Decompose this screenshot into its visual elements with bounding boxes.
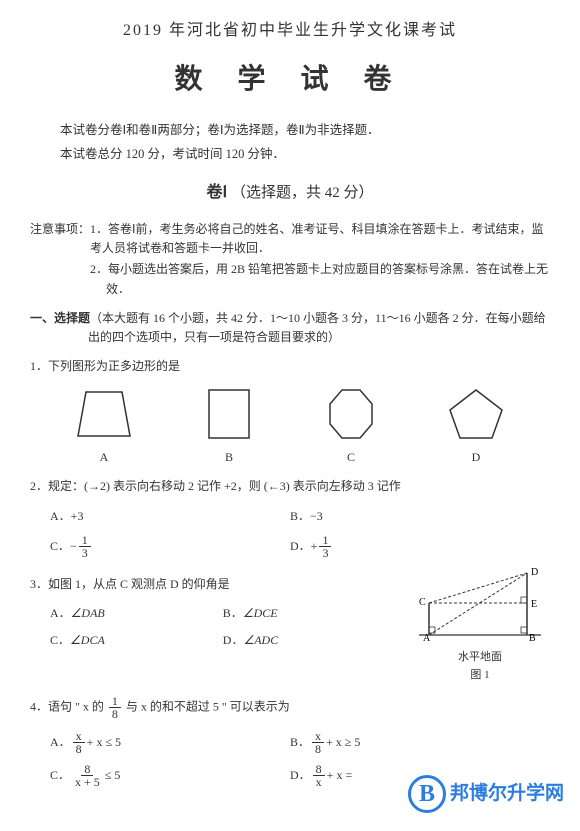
q1-shapes: A B C D [30,386,550,467]
q4-a-den: 8 [73,743,85,755]
shape-octagon: C [322,386,380,467]
q3-left: 3．如图 1，从点 C 观测点 D 的仰角是 A．∠DAB B．∠DCE C．∠… [30,565,410,685]
ground-label: 水平地面 [410,649,550,667]
q4-opt-c: C． 8x + 5 ≤ 5 [50,763,290,788]
shape-trapezoid: A [72,386,136,467]
notice-1: 注意事项：1．答卷Ⅰ前，考生务必将自己的姓名、准考证号、科目填涂在答题卡上．考试… [30,220,550,258]
trapezoid-icon [72,386,136,442]
q2-c-num: 1 [79,534,91,547]
q4-b-den: 8 [312,743,324,755]
q4-den: 8 [109,708,121,720]
q2-text: 2．规定：(→2) 表示向右移动 2 记作 +2，则 (←3) 表示向左移动 3… [30,477,550,496]
q4-opt-a: A． x8 + x ≤ 5 [50,730,290,755]
q3-figure: A B C D E 水平地面 图 1 [410,565,550,685]
octagon-icon [322,386,380,442]
q2-b-val: −3 [310,507,323,526]
q1-label-b: B [200,448,258,467]
q3-opt-a: A．∠DAB [50,604,223,623]
q4-b-num: x [312,730,324,743]
q1-label-a: A [72,448,136,467]
q3-block: 3．如图 1，从点 C 观测点 D 的仰角是 A．∠DAB B．∠DCE C．∠… [30,565,550,685]
q4-a-num: x [73,730,85,743]
pt-d: D [531,567,538,578]
section-one-label: 一、选择题 [30,311,90,325]
intro-line-1: 本试卷分卷Ⅰ和卷Ⅱ两部分；卷Ⅰ为选择题，卷Ⅱ为非选择题． [60,120,550,140]
section-rest: （选择题，共 42 分） [231,185,374,201]
q3-options: A．∠DAB B．∠DCE C．∠DCA D．∠ADC [30,600,410,654]
q4-a-rest: + x ≤ 5 [87,733,121,752]
q4-d-frac: 8x [313,763,325,788]
section-title: 卷Ⅰ （选择题，共 42 分） [30,180,550,206]
exam-header: 2019 年河北省初中毕业生升学文化课考试 [30,18,550,44]
pt-b: B [529,633,536,643]
pt-a: A [423,633,431,643]
pt-c: C [419,597,426,608]
q4-d-den: x [313,776,325,788]
q2-c-den: 3 [79,547,91,559]
watermark: B 邦博尔升学网 [408,775,564,813]
q2-c-pre: − [70,537,77,556]
q4-d-num: 8 [313,763,325,776]
q4-pre: 4．语句 " x 的 [30,699,104,713]
q2-c-frac: 13 [79,534,91,559]
notice-block: 注意事项：1．答卷Ⅰ前，考生务必将自己的姓名、准考证号、科目填涂在答题卡上．考试… [30,220,550,299]
main-title: 数 学 试 卷 [30,58,550,103]
pt-e: E [531,599,537,610]
q4-c-num: 8 [81,763,93,776]
section-bold: 卷Ⅰ [207,184,228,201]
figure-1-svg: A B C D E [415,565,545,643]
q4-a-frac: x8 [73,730,85,755]
q2-opt-b: B．−3 [290,507,530,526]
notice-text-1: 1．答卷Ⅰ前，考生务必将自己的姓名、准考证号、科目填涂在答题卡上．考试结束，监考… [90,222,544,255]
q3-opt-c: C．∠DCA [50,631,223,650]
q3-opt-d: D．∠ADC [223,631,396,650]
shape-rectangle: B [200,386,258,467]
q4-c-rest: ≤ 5 [105,766,121,785]
q4-c-den: x + 5 [72,776,103,788]
shape-pentagon: D [444,386,508,467]
q3-a-val: ∠DAB [71,604,105,623]
q4-text: 4．语句 " x 的 18 与 x 的和不超过 5 " 可以表示为 [30,695,550,720]
figure-caption: 图 1 [410,667,550,685]
q2-d-num: 1 [319,534,331,547]
q2-d-den: 3 [319,547,331,559]
q3-b-val: ∠DCE [243,604,278,623]
q3-opt-b: B．∠DCE [223,604,396,623]
notice-label: 注意事项： [30,222,90,236]
q1-text: 1．下列图形为正多边形的是 [30,357,550,376]
section-one-header: 一、选择题（本大题有 16 个小题，共 42 分．1～10 小题各 3 分，11… [30,309,550,347]
q4-frac: 18 [109,695,121,720]
q3-c-val: ∠DCA [70,631,105,650]
pentagon-icon [444,386,508,442]
notice-2: 2．每小题选出答案后，用 2B 铅笔把答题卡上对应题目的答案标号涂黑．答在试卷上… [30,260,550,298]
rectangle-icon [200,386,258,442]
intro-line-2: 本试卷总分 120 分，考试时间 120 分钟． [60,144,550,164]
q2-d-frac: 13 [319,534,331,559]
q1-label-d: D [444,448,508,467]
q2-d-pre: + [311,537,318,556]
q4-c-frac: 8x + 5 [72,763,103,788]
q2-opt-d: D．+ 13 [290,534,530,559]
q3-text: 3．如图 1，从点 C 观测点 D 的仰角是 [30,575,410,594]
q4-b-frac: x8 [312,730,324,755]
watermark-text: 邦博尔升学网 [450,779,564,809]
q2-a-val: +3 [71,507,84,526]
q2-options: A．+3 B．−3 C．− 13 D．+ 13 [30,503,550,563]
q2-opt-a: A．+3 [50,507,290,526]
section-one-desc: （本大题有 16 个小题，共 42 分．1～10 小题各 3 分，11～16 小… [88,311,546,344]
q4-mid: 与 x 的和不超过 5 " 可以表示为 [126,699,290,713]
q4-opt-b: B． x8 + x ≥ 5 [290,730,530,755]
q3-d-val: ∠ADC [243,631,278,650]
watermark-icon: B [408,775,446,813]
q4-num: 1 [109,695,121,708]
q4-d-rest: + x = [327,766,353,785]
q1-label-c: C [322,448,380,467]
q2-opt-c: C．− 13 [50,534,290,559]
q4-b-rest: + x ≥ 5 [326,733,360,752]
